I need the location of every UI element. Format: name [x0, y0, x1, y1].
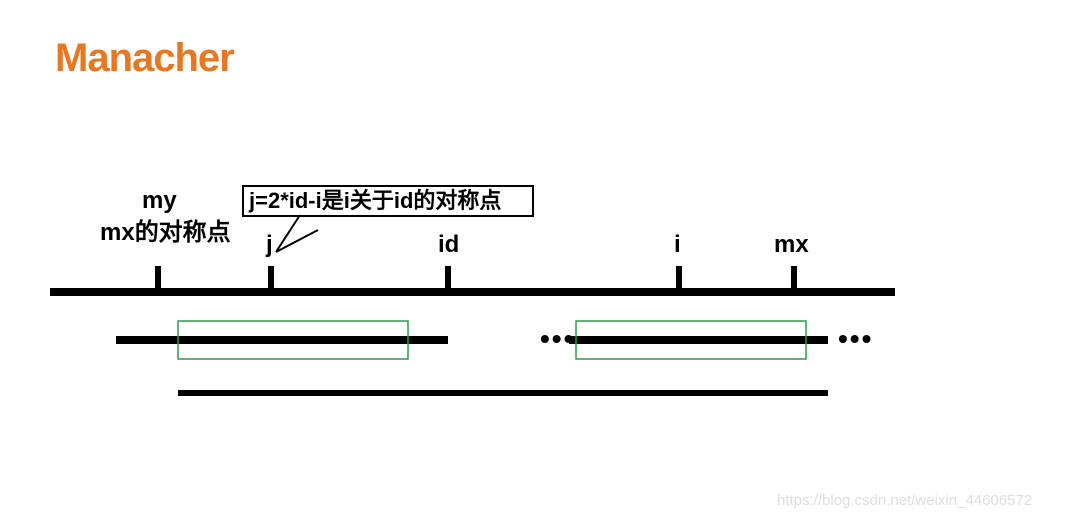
label-id: id: [438, 231, 459, 258]
diagram-svg: my mx的对称点 j id i mx j=2*id-i是i关于id的对称点 ••• ••…: [0, 0, 1083, 513]
label-j: j: [265, 231, 273, 258]
label-i: i: [674, 231, 681, 258]
dots-right: •••: [838, 323, 873, 354]
dots-left: •••: [540, 323, 575, 354]
ticks-group: [158, 266, 794, 290]
label-my-line1: my: [142, 187, 177, 214]
label-my-line2: mx的对称点: [100, 218, 231, 246]
formula-box-text: j=2*id-i是i关于id的对称点: [248, 188, 501, 213]
watermark-text: https://blog.csdn.net/weixin_44606572: [777, 492, 1032, 509]
label-mx: mx: [774, 231, 809, 258]
